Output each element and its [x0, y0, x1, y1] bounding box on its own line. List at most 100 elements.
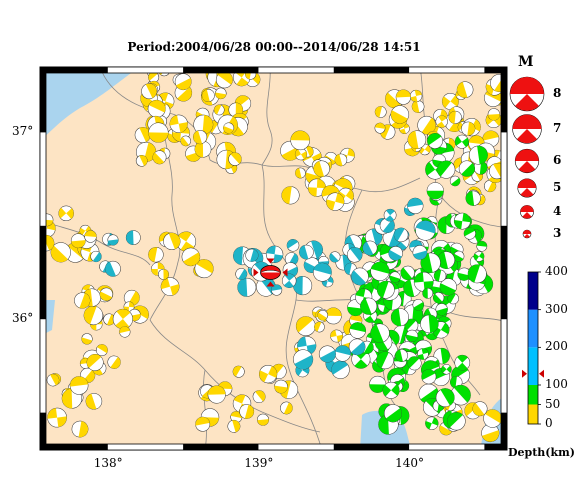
event-mechanism-445	[265, 245, 284, 263]
event-mechanism-463	[299, 244, 314, 260]
event-mechanism-358	[476, 240, 488, 252]
event-mechanism-205	[195, 416, 211, 432]
depth-marker-right	[539, 369, 544, 378]
lon-tick-label-2: 139°	[244, 456, 274, 470]
lon-tick-label-3: 140°	[395, 456, 424, 470]
depth-marker-left	[522, 369, 527, 378]
event-mechanism-255	[389, 271, 401, 283]
event-mechanism-163	[81, 333, 93, 345]
prefecture-border-10	[203, 369, 207, 450]
event-mechanism-36	[174, 73, 192, 91]
event-mechanism-430	[437, 160, 456, 179]
event-mechanism-76	[334, 153, 348, 167]
event-mechanism-165	[83, 305, 104, 326]
main-shock-marker-top	[266, 258, 275, 264]
event-mechanism-108	[374, 106, 387, 118]
depth-bar-outline	[527, 271, 539, 425]
event-mechanism-188	[46, 373, 60, 387]
event-mechanism-186	[85, 393, 103, 410]
event-mechanism-235	[481, 423, 500, 443]
magnitude-symbol-m6	[514, 148, 540, 174]
event-mechanism-326	[405, 329, 419, 343]
map-frame-border	[39, 66, 508, 451]
event-mechanism-375	[463, 227, 476, 240]
event-mechanism-422	[376, 351, 394, 370]
event-mechanism-86	[290, 130, 310, 151]
event-mechanism-38	[147, 99, 166, 118]
event-mechanism-216	[158, 268, 169, 280]
event-mechanism-37	[201, 89, 215, 102]
event-mechanism-45	[194, 140, 212, 158]
event-mechanism-496	[334, 345, 351, 362]
event-mechanism-476	[407, 197, 424, 215]
event-mechanism-210	[207, 385, 226, 404]
depth-band-100-200	[528, 347, 538, 385]
event-mechanism-52	[148, 122, 169, 143]
event-mechanism-140	[487, 108, 501, 121]
event-mechanism-478	[383, 208, 397, 222]
magnitude-label-4: 4	[553, 204, 562, 218]
event-mechanism-281	[447, 292, 459, 305]
event-mechanism-132	[461, 121, 476, 136]
event-mechanism-172	[112, 308, 133, 330]
event-mechanism-232	[295, 316, 316, 336]
event-mechanism-494	[348, 338, 366, 356]
event-mechanism-411	[425, 416, 439, 430]
event-mechanism-480	[362, 240, 378, 256]
map-content	[40, 67, 507, 450]
event-mechanism-126	[484, 179, 497, 193]
event-mechanism-115	[407, 130, 427, 149]
event-mechanism-428	[465, 190, 481, 206]
event-mechanism-389	[369, 375, 387, 393]
main-shock-marker-bottom	[266, 281, 275, 287]
lon-tick-label-1: 138°	[93, 456, 123, 470]
event-mechanism-218	[176, 231, 197, 252]
event-mechanism-89	[313, 160, 330, 177]
event-mechanism-451	[237, 277, 257, 297]
event-mechanism-498	[318, 345, 336, 363]
event-mechanism-467	[286, 239, 300, 252]
event-mechanism-298	[432, 292, 445, 304]
event-mechanism-230	[317, 309, 329, 321]
event-mechanism-150	[58, 205, 74, 222]
event-mechanism-80	[307, 178, 326, 197]
event-mechanism-211	[280, 401, 293, 415]
event-mechanism-423	[435, 388, 455, 408]
event-mechanism-227	[324, 307, 342, 325]
depth-label-400: 400	[545, 264, 568, 278]
event-mechanism-90	[326, 192, 345, 211]
event-mechanism-24	[213, 104, 225, 116]
event-mechanism-485	[125, 230, 141, 245]
event-mechanism-350	[417, 348, 429, 360]
event-mechanism-57	[193, 130, 208, 145]
event-mechanism-468	[245, 248, 259, 262]
event-mechanism-317	[400, 265, 415, 281]
event-mechanism-419	[450, 384, 471, 406]
event-mechanism-156	[84, 230, 97, 243]
event-mechanism-177	[99, 287, 113, 301]
depth-band-50-100	[528, 385, 538, 405]
event-mechanism-354	[370, 261, 390, 281]
event-mechanism-490	[104, 260, 121, 277]
event-mechanism-453	[235, 268, 248, 280]
main-shock-symbol	[253, 258, 288, 287]
event-mechanism-300	[439, 278, 457, 296]
event-mechanism-207	[227, 419, 241, 433]
prefecture-border-11	[261, 67, 273, 166]
event-mechanism-441	[304, 240, 323, 259]
event-mechanism-484	[388, 246, 403, 261]
event-mechanism-497	[293, 349, 314, 370]
event-mechanism-482	[393, 227, 409, 243]
event-mechanism-106	[435, 115, 448, 128]
event-mechanism-487	[90, 250, 102, 263]
event-mechanism-64	[228, 152, 242, 166]
event-mechanism-234	[330, 329, 343, 343]
event-mechanism-309	[404, 318, 419, 333]
magnitude-symbol-m4	[520, 205, 534, 219]
event-mechanism-104	[390, 105, 410, 124]
event-mechanism-344	[420, 314, 439, 334]
event-mechanism-220	[163, 232, 181, 250]
event-mechanism-84	[295, 167, 306, 179]
event-mechanism-438	[468, 145, 488, 165]
